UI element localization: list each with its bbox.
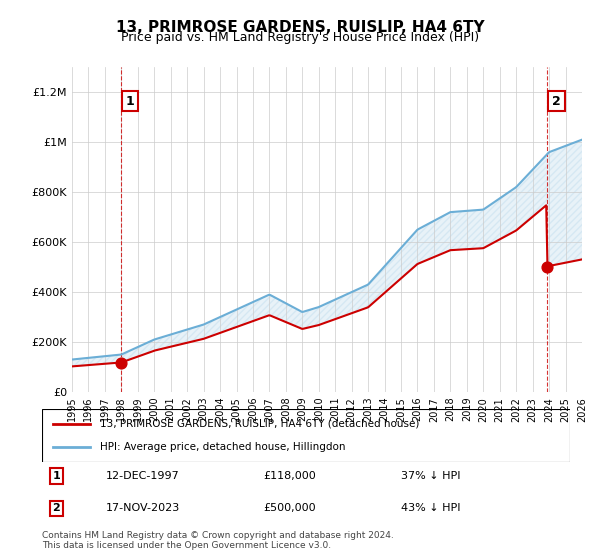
Text: £118,000: £118,000 <box>264 471 317 481</box>
Text: 1: 1 <box>125 95 134 108</box>
Text: Price paid vs. HM Land Registry's House Price Index (HPI): Price paid vs. HM Land Registry's House … <box>121 31 479 44</box>
Text: 2: 2 <box>552 95 561 108</box>
Point <box>116 358 125 367</box>
Text: 13, PRIMROSE GARDENS, RUISLIP, HA4 6TY: 13, PRIMROSE GARDENS, RUISLIP, HA4 6TY <box>116 20 484 35</box>
Text: 1: 1 <box>53 471 61 481</box>
Text: 17-NOV-2023: 17-NOV-2023 <box>106 503 179 514</box>
Text: 37% ↓ HPI: 37% ↓ HPI <box>401 471 461 481</box>
Text: 12-DEC-1997: 12-DEC-1997 <box>106 471 179 481</box>
Text: HPI: Average price, detached house, Hillingdon: HPI: Average price, detached house, Hill… <box>100 442 346 452</box>
Text: £500,000: £500,000 <box>264 503 316 514</box>
Text: 13, PRIMROSE GARDENS, RUISLIP, HA4 6TY (detached house): 13, PRIMROSE GARDENS, RUISLIP, HA4 6TY (… <box>100 419 419 429</box>
Text: Contains HM Land Registry data © Crown copyright and database right 2024.
This d: Contains HM Land Registry data © Crown c… <box>42 531 394 550</box>
Text: 2: 2 <box>53 503 61 514</box>
Point <box>542 263 552 272</box>
Text: 43% ↓ HPI: 43% ↓ HPI <box>401 503 461 514</box>
